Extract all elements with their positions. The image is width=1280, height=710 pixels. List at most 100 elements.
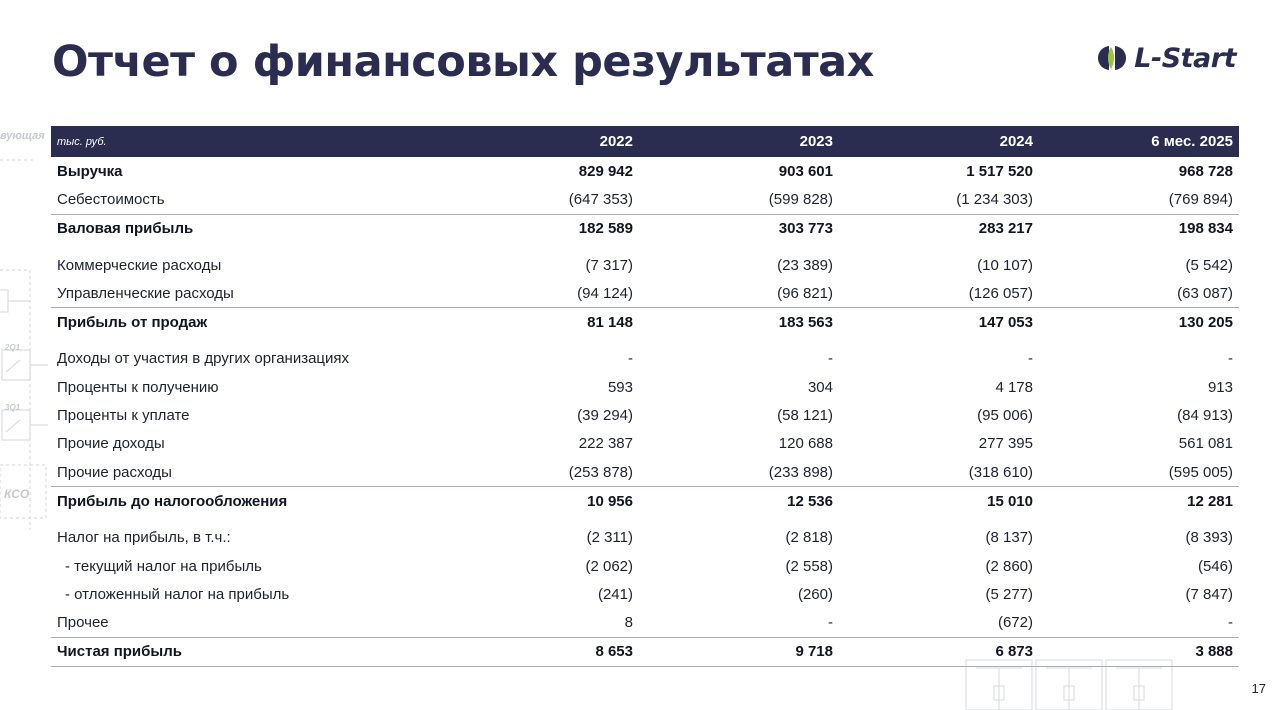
value-cell: 1 517 520 (966, 162, 1033, 180)
row-label: Чистая прибыль (51, 637, 439, 668)
table-row: Себестоимость (647 353) (599 828) (1 234 30… (51, 185, 1239, 215)
value-cell: (39 294) (577, 407, 633, 425)
row-label: Прибыль до налогообложения (57, 492, 288, 510)
table-row: Налог на прибыль, в т.ч.: (2 311) (2 818) (… (51, 516, 1239, 552)
table-row: Чистая прибыль 8 653 9 718 6 873 3 888 (51, 637, 1239, 668)
row-label: Прочие расходы (51, 457, 439, 488)
decor-label-3q1: 3Q1 (5, 403, 21, 412)
value-cell: (595 005) (1039, 457, 1239, 488)
value-cell: 4 178 (995, 378, 1033, 396)
value-cell: 277 395 (978, 435, 1033, 453)
table-row: Коммерческие расходы (7 317) (23 389) (10 1… (51, 243, 1239, 279)
value-cell: 829 942 (578, 162, 633, 180)
value-cell: (8 137) (985, 529, 1033, 547)
value-cell: 15 010 (987, 492, 1033, 510)
value-cell: 12 281 (1187, 492, 1233, 510)
logo-text: L-Start (1134, 42, 1236, 74)
value-cell: 968 728 (1178, 162, 1233, 180)
value-cell: 198 834 (1178, 220, 1233, 238)
value-cell: (94 124) (439, 279, 639, 309)
schematic-decoration-left (0, 159, 48, 530)
company-logo: L-Start (1097, 40, 1236, 76)
value-cell: (2 860) (985, 557, 1033, 575)
row-label: Прибыль от продаж (57, 314, 208, 332)
value-cell: - (628, 350, 633, 368)
table-row: Выручка 829 942 903 601 1 517 520 968 728 (51, 157, 1239, 185)
row-label: Налог на прибыль, в т.ч.: (57, 529, 231, 547)
value-cell: (8 393) (1185, 529, 1233, 547)
value-cell: 182 589 (578, 220, 633, 238)
financial-results-table: тыс. руб. 2022 2023 2024 6 мес. 2025 Выр… (51, 126, 1239, 668)
column-header: 2024 (839, 126, 1039, 157)
table-row: Прочие доходы 222 387 120 688 277 395 561 08… (51, 430, 1239, 458)
column-header: 2023 (639, 126, 839, 157)
value-cell: 8 653 (439, 637, 639, 668)
value-cell: (10 107) (977, 256, 1033, 274)
value-cell: - (1228, 350, 1233, 368)
table-row: Валовая прибыль 182 589 303 773 283 217 198 … (51, 214, 1239, 243)
row-label: Валовая прибыль (57, 220, 194, 238)
value-cell: 222 387 (578, 435, 633, 453)
value-cell: 147 053 (978, 314, 1033, 332)
value-cell: (241) (597, 585, 633, 603)
value-cell: (96 821) (639, 279, 839, 309)
value-cell: (672) (839, 608, 1039, 638)
value-cell: (2 558) (785, 557, 833, 575)
table-row: Доходы от участия в других организациях -… (51, 337, 1239, 373)
value-cell: (7 317) (585, 256, 633, 274)
column-header: 2022 (439, 126, 639, 157)
value-cell: 130 205 (1178, 314, 1233, 332)
table-row: Прочее 8- (672) - (51, 608, 1239, 638)
row-label: Прочее (51, 608, 439, 638)
table-row: Прочие расходы (253 878) (233 898) (318 610… (51, 457, 1239, 488)
page-title: Отчет о финансовых результатах (52, 37, 874, 87)
value-cell: 120 688 (778, 435, 833, 453)
value-cell: - (1028, 350, 1033, 368)
value-cell: 81 148 (587, 314, 633, 332)
value-cell: (2 311) (586, 529, 633, 547)
value-cell: 593 (607, 378, 633, 396)
value-cell: (95 006) (977, 407, 1033, 425)
decor-label-2q1: 2Q1 (5, 343, 21, 352)
value-cell: (253 878) (439, 457, 639, 488)
value-cell: 12 536 (787, 492, 833, 510)
value-cell: (1 234 303) (839, 185, 1039, 215)
value-cell: (233 898) (639, 457, 839, 488)
value-cell: - (1039, 608, 1239, 638)
value-cell: - (828, 350, 833, 368)
value-cell: (5 542) (1185, 256, 1233, 274)
table-row: Управленческие расходы (94 124) (96 821) (1… (51, 279, 1239, 309)
value-cell: 8 (439, 608, 639, 638)
value-cell: (2 818) (785, 529, 833, 547)
value-cell: 10 956 (587, 492, 633, 510)
table-row: Прибыль от продаж 81 148 183 563 147 053 130… (51, 308, 1239, 337)
value-cell: - (639, 608, 839, 638)
value-cell: 903 601 (778, 162, 833, 180)
value-cell: (2 062) (585, 557, 633, 575)
schematic-decoration-bottom (965, 659, 1173, 710)
value-cell: 913 (1207, 378, 1233, 396)
value-cell: (126 057) (839, 279, 1039, 309)
value-cell: 3 888 (1039, 637, 1239, 668)
value-cell: (84 913) (1177, 407, 1233, 425)
row-label: - текущий налог на прибыль (65, 557, 262, 575)
row-label: Проценты к получению (57, 378, 219, 396)
value-cell: (318 610) (839, 457, 1039, 488)
value-cell: (63 087) (1039, 279, 1239, 309)
value-cell: (647 353) (439, 185, 639, 215)
value-cell: (7 847) (1185, 585, 1233, 603)
value-cell: (5 277) (985, 585, 1033, 603)
value-cell: (58 121) (777, 407, 833, 425)
value-cell: 183 563 (778, 314, 833, 332)
value-cell: (260) (797, 585, 833, 603)
value-cell: 9 718 (639, 637, 839, 668)
page-number: 17 (1251, 681, 1266, 696)
value-cell: (599 828) (639, 185, 839, 215)
row-label: Себестоимость (51, 185, 439, 215)
value-cell: 303 773 (778, 220, 833, 238)
value-cell: 304 (807, 378, 833, 396)
value-cell: (23 389) (777, 256, 833, 274)
value-cell: (546) (1197, 557, 1233, 575)
table-row: Прибыль до налогообложения 10 956 12 536 15… (51, 487, 1239, 516)
column-header: 6 мес. 2025 (1039, 126, 1239, 157)
